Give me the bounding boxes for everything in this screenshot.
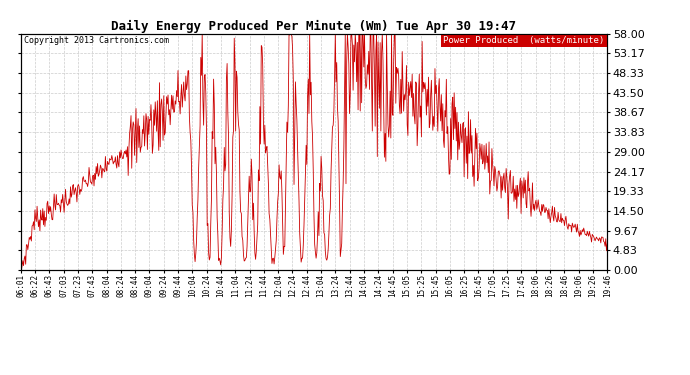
Text: Copyright 2013 Cartronics.com: Copyright 2013 Cartronics.com	[23, 36, 168, 45]
Text: Power Produced  (watts/minute): Power Produced (watts/minute)	[443, 36, 604, 45]
Title: Daily Energy Produced Per Minute (Wm) Tue Apr 30 19:47: Daily Energy Produced Per Minute (Wm) Tu…	[112, 20, 516, 33]
